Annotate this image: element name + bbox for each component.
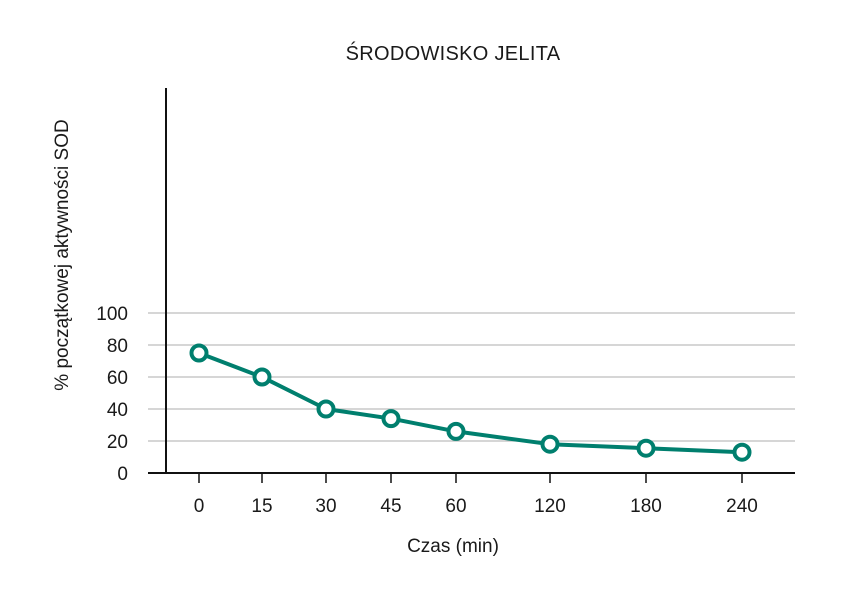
- data-point: [252, 367, 272, 387]
- series-line: [197, 351, 744, 455]
- data-point: [189, 343, 209, 363]
- x-axis-label: Czas (min): [407, 536, 499, 557]
- y-axis-label: % początkowej aktywności SOD: [52, 119, 73, 390]
- x-tick-label: 15: [251, 496, 272, 517]
- x-tick-label: 0: [194, 496, 205, 517]
- x-tick-label: 60: [445, 496, 466, 517]
- data-point: [636, 438, 656, 458]
- data-point: [446, 421, 466, 441]
- x-tick-label: 45: [380, 496, 401, 517]
- data-point: [316, 399, 336, 419]
- y-tick-label: 0: [117, 464, 128, 485]
- gridlines: [148, 312, 795, 442]
- y-tick-labels: 0 20 40 60 80 100: [96, 304, 128, 485]
- y-tick-label: 60: [107, 368, 128, 389]
- y-tick-label: 80: [107, 336, 128, 357]
- x-tick-label: 240: [726, 496, 758, 517]
- series-layer: [189, 343, 752, 462]
- y-tick-label: 40: [107, 400, 128, 421]
- data-point: [732, 442, 752, 462]
- y-tick-label: 20: [107, 432, 128, 453]
- data-point: [381, 409, 401, 429]
- chart-title: ŚRODOWISKO JELITA: [346, 41, 561, 65]
- y-tick-label: 100: [96, 304, 128, 325]
- x-tick-labels: 0 15 30 45 60 120 180 240: [194, 473, 758, 517]
- data-point: [540, 434, 560, 454]
- x-tick-label: 120: [534, 496, 566, 517]
- x-tick-label: 30: [315, 496, 336, 517]
- x-tick-label: 180: [630, 496, 662, 517]
